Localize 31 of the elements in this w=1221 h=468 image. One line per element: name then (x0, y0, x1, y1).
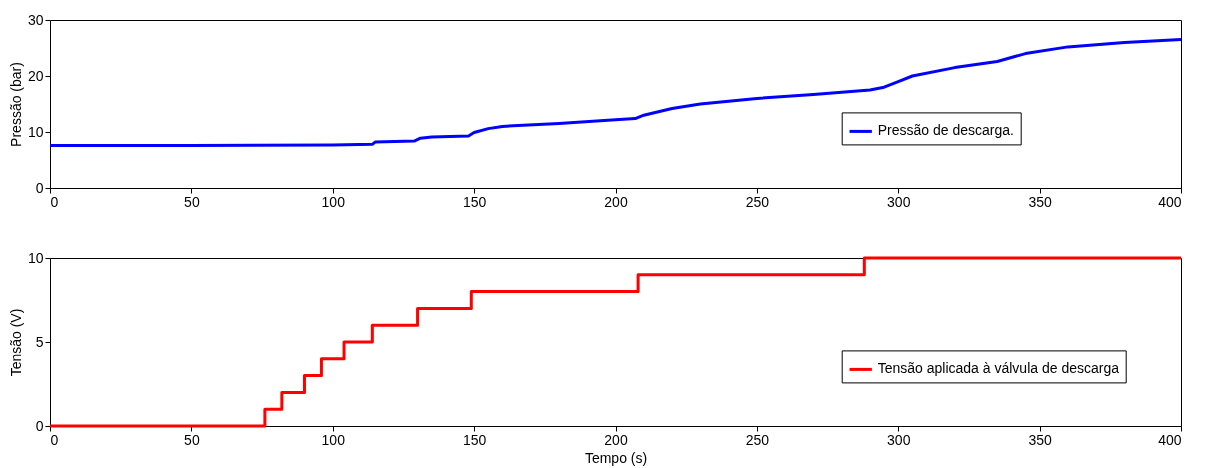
x-axis-title: Tempo (s) (584, 449, 648, 466)
x-tick-label: 150 (462, 193, 487, 210)
y-tick-label: 10 (27, 249, 44, 266)
y-axis-title: Pressão (bar) (7, 62, 24, 147)
x-tick-label: 50 (184, 193, 200, 210)
y-tick-label: 5 (35, 333, 44, 350)
x-tick-label: 250 (745, 431, 770, 448)
x-tick-label: 350 (1028, 193, 1053, 210)
y-tick-label: 0 (35, 417, 44, 434)
y-tick-label: 0 (35, 179, 44, 196)
x-tick-label: 100 (321, 431, 346, 448)
x-tick-label: 400 (1158, 193, 1182, 210)
legend-label: Pressão de descarga. (877, 122, 1014, 139)
y-axis-title: Tensão (V) (7, 308, 24, 377)
x-tick-label: 250 (745, 193, 770, 210)
y-tick-label: 20 (27, 67, 44, 84)
x-tick-label: 300 (887, 431, 911, 448)
x-tick-label: 100 (321, 193, 346, 210)
x-tick-label: 200 (604, 193, 628, 210)
x-tick-label: 400 (1158, 431, 1182, 448)
legend-label: Tensão aplicada à válvula de descarga (877, 360, 1120, 377)
x-tick-label: 300 (887, 193, 911, 210)
x-tick-label: 200 (604, 431, 628, 448)
y-tick-label: 10 (27, 123, 44, 140)
x-tick-label: 150 (462, 431, 487, 448)
x-tick-label: 50 (184, 431, 200, 448)
x-tick-label: 350 (1028, 431, 1053, 448)
x-tick-label: 0 (50, 193, 59, 210)
line-series (48, 38, 1183, 147)
x-tick-label: 0 (50, 431, 59, 448)
y-tick-label: 30 (27, 11, 44, 28)
